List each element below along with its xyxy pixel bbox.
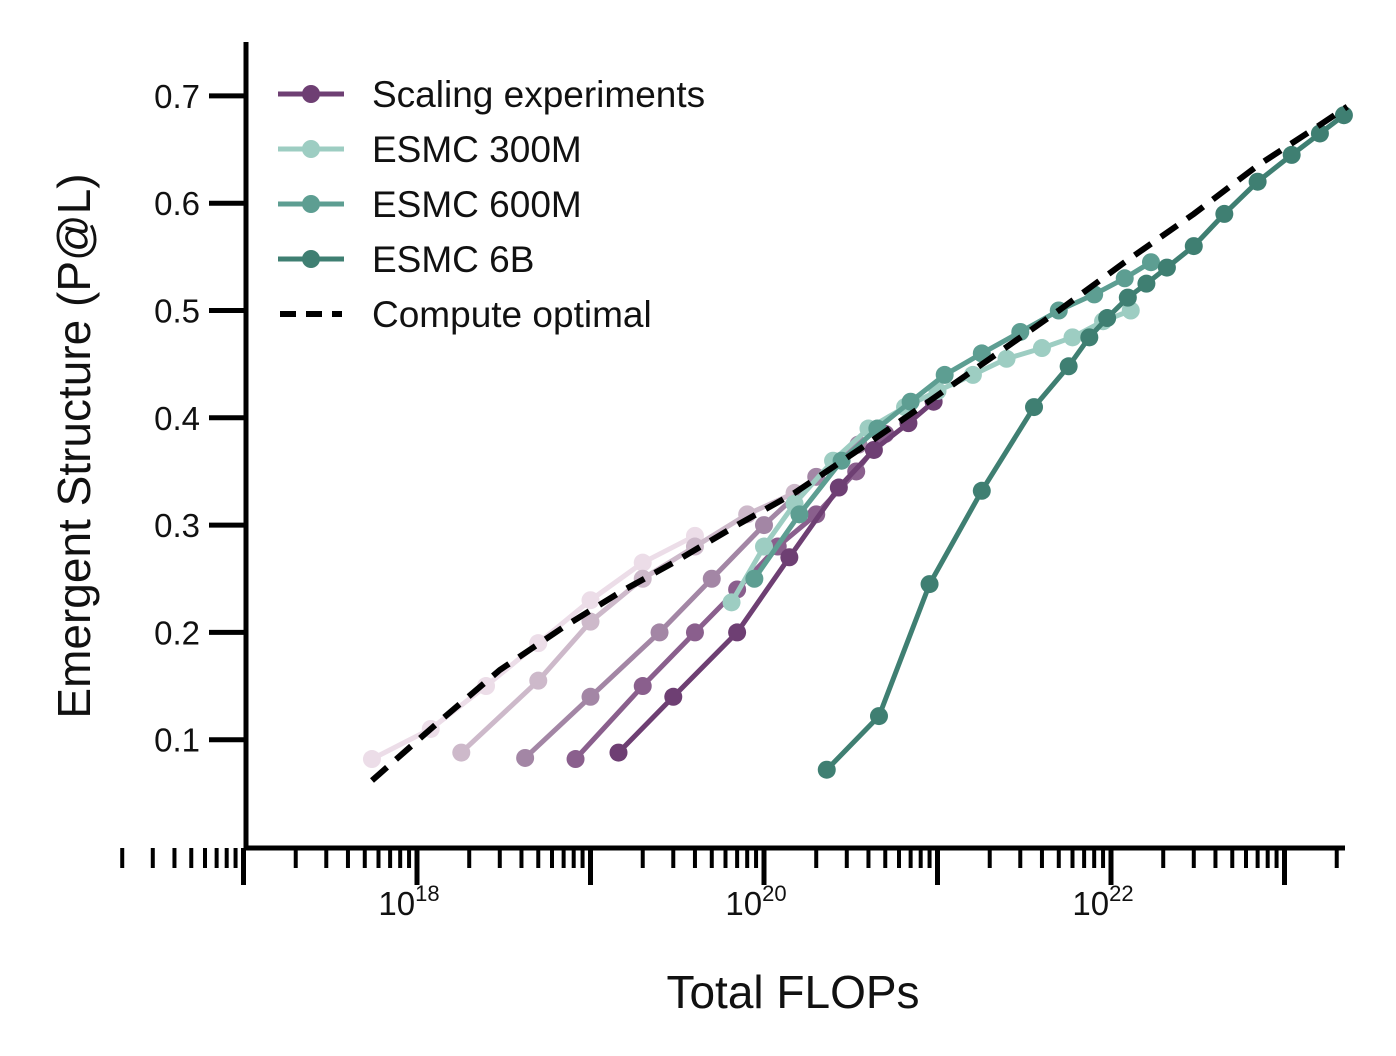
y-tick-label: 0.4 bbox=[154, 400, 200, 437]
data-point bbox=[685, 623, 704, 642]
data-point bbox=[817, 760, 836, 779]
data-point bbox=[1059, 357, 1078, 376]
data-point bbox=[997, 349, 1016, 368]
legend-item: Scaling experiments bbox=[278, 74, 705, 115]
data-point bbox=[869, 707, 888, 726]
legend-swatch-marker bbox=[302, 85, 320, 103]
data-point bbox=[780, 548, 799, 567]
data-point bbox=[1282, 145, 1301, 164]
data-point bbox=[529, 671, 548, 690]
data-point bbox=[963, 365, 982, 384]
x-tick-exponent: 20 bbox=[762, 881, 786, 906]
x-tick-base: 10 bbox=[725, 885, 762, 922]
y-tick-label: 0.5 bbox=[154, 293, 200, 330]
data-point bbox=[790, 505, 809, 524]
y-tick-label: 0.3 bbox=[154, 507, 200, 544]
series-line bbox=[751, 259, 1154, 582]
legend-label: ESMC 600M bbox=[372, 184, 582, 225]
plot-series bbox=[362, 104, 1353, 783]
legend-swatch-marker bbox=[302, 250, 320, 268]
data-point bbox=[1184, 237, 1203, 256]
data-point bbox=[452, 743, 471, 762]
x-tick-base: 10 bbox=[378, 885, 415, 922]
legend-label: Compute optimal bbox=[372, 294, 652, 335]
data-point bbox=[1080, 328, 1099, 347]
data-point bbox=[581, 591, 600, 610]
legend-item: ESMC 6B bbox=[278, 239, 534, 280]
legend-label: Scaling experiments bbox=[372, 74, 705, 115]
data-point bbox=[728, 623, 747, 642]
data-point bbox=[1118, 288, 1137, 307]
data-point bbox=[581, 687, 600, 706]
data-point bbox=[566, 750, 585, 769]
data-point bbox=[1310, 124, 1329, 143]
data-point bbox=[581, 612, 600, 631]
legend-item: ESMC 600M bbox=[278, 184, 582, 225]
data-point bbox=[722, 593, 741, 612]
x-tick-label: 1022 bbox=[1072, 881, 1133, 922]
data-point bbox=[1011, 322, 1030, 341]
series-line bbox=[824, 112, 1347, 773]
series-group bbox=[817, 106, 1353, 779]
series-group bbox=[609, 392, 943, 762]
legend-swatch-marker bbox=[302, 195, 320, 213]
data-point bbox=[1115, 269, 1134, 288]
y-tick-label: 0.2 bbox=[154, 614, 200, 651]
x-tick-label: 1018 bbox=[378, 881, 439, 922]
y-tick-label: 0.1 bbox=[154, 722, 200, 759]
x-axis-title: Total FLOPs bbox=[666, 966, 919, 1018]
data-point bbox=[633, 677, 652, 696]
data-point bbox=[609, 743, 628, 762]
x-ticks: 1018 1020 1022 bbox=[120, 848, 1339, 922]
legend-item: ESMC 300M bbox=[278, 129, 582, 170]
data-point bbox=[1141, 253, 1160, 272]
y-tick-label: 0.6 bbox=[154, 185, 200, 222]
data-point bbox=[755, 537, 773, 556]
data-point bbox=[1032, 339, 1051, 358]
data-point bbox=[745, 569, 764, 588]
data-point bbox=[1334, 106, 1353, 125]
legend-item: Compute optimal bbox=[280, 294, 652, 335]
compute-optimal-line bbox=[370, 104, 1349, 783]
data-point bbox=[901, 392, 920, 411]
data-point bbox=[362, 750, 381, 769]
data-point bbox=[972, 481, 991, 500]
y-ticks: 0.1 0.2 0.3 0.4 0.5 0.6 0.7 bbox=[154, 78, 246, 759]
data-point bbox=[1248, 172, 1267, 191]
data-point bbox=[516, 748, 535, 767]
data-point bbox=[755, 516, 773, 535]
data-point bbox=[829, 478, 848, 497]
series-group bbox=[745, 253, 1160, 588]
data-point bbox=[1215, 204, 1234, 223]
data-point bbox=[864, 440, 883, 459]
data-point bbox=[935, 365, 954, 384]
data-point bbox=[650, 623, 669, 642]
data-point bbox=[1025, 398, 1044, 417]
data-point bbox=[1098, 309, 1117, 328]
data-point bbox=[702, 569, 721, 588]
data-point bbox=[1137, 274, 1156, 293]
data-point bbox=[920, 575, 939, 594]
x-tick-exponent: 22 bbox=[1109, 881, 1133, 906]
data-point bbox=[1157, 258, 1176, 277]
data-point bbox=[477, 677, 496, 696]
legend-label: ESMC 6B bbox=[372, 239, 534, 280]
legend-label: ESMC 300M bbox=[372, 129, 582, 170]
series-group bbox=[516, 435, 868, 767]
x-tick-label: 1020 bbox=[725, 881, 786, 922]
legend: Scaling experiments ESMC 300M ESMC 600M ESM… bbox=[278, 74, 705, 335]
data-point bbox=[633, 553, 652, 572]
y-axis-title: Emergent Structure (P@L) bbox=[48, 173, 100, 718]
x-tick-exponent: 18 bbox=[415, 881, 439, 906]
data-point bbox=[1063, 328, 1082, 347]
legend-swatch-marker bbox=[302, 140, 320, 158]
x-tick-base: 10 bbox=[1072, 885, 1109, 922]
data-point bbox=[664, 687, 683, 706]
y-tick-label: 0.7 bbox=[154, 78, 200, 115]
series-group bbox=[452, 483, 804, 762]
